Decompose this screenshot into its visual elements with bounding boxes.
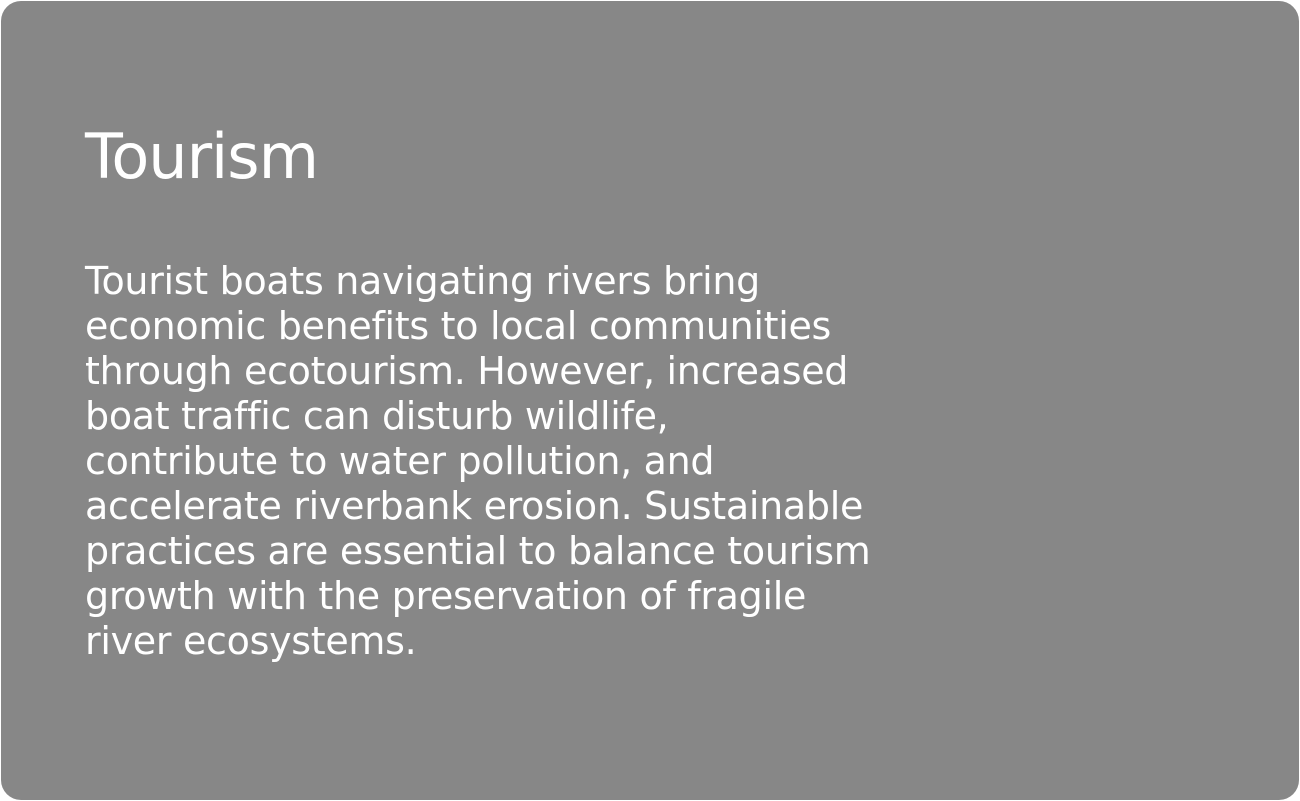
body-line: accelerate riverbank erosion. Sustainabl… (85, 484, 864, 528)
body-line: practices are essential to balance touri… (85, 529, 871, 573)
body-line: through ecotourism. However, increased (85, 349, 849, 393)
body-line: river ecosystems. (85, 619, 417, 663)
body-line: growth with the preservation of fragile (85, 574, 807, 618)
body-line: Tourist boats navigating rivers bring (85, 259, 760, 303)
body-line: boat traffic can disturb wildlife, (85, 394, 669, 438)
body-line: contribute to water pollution, and (85, 439, 715, 483)
card-body: Tourist boats navigating rivers bring ec… (85, 259, 1055, 664)
card-title: Tourism (85, 120, 319, 193)
body-line: economic benefits to local communities (85, 304, 832, 348)
